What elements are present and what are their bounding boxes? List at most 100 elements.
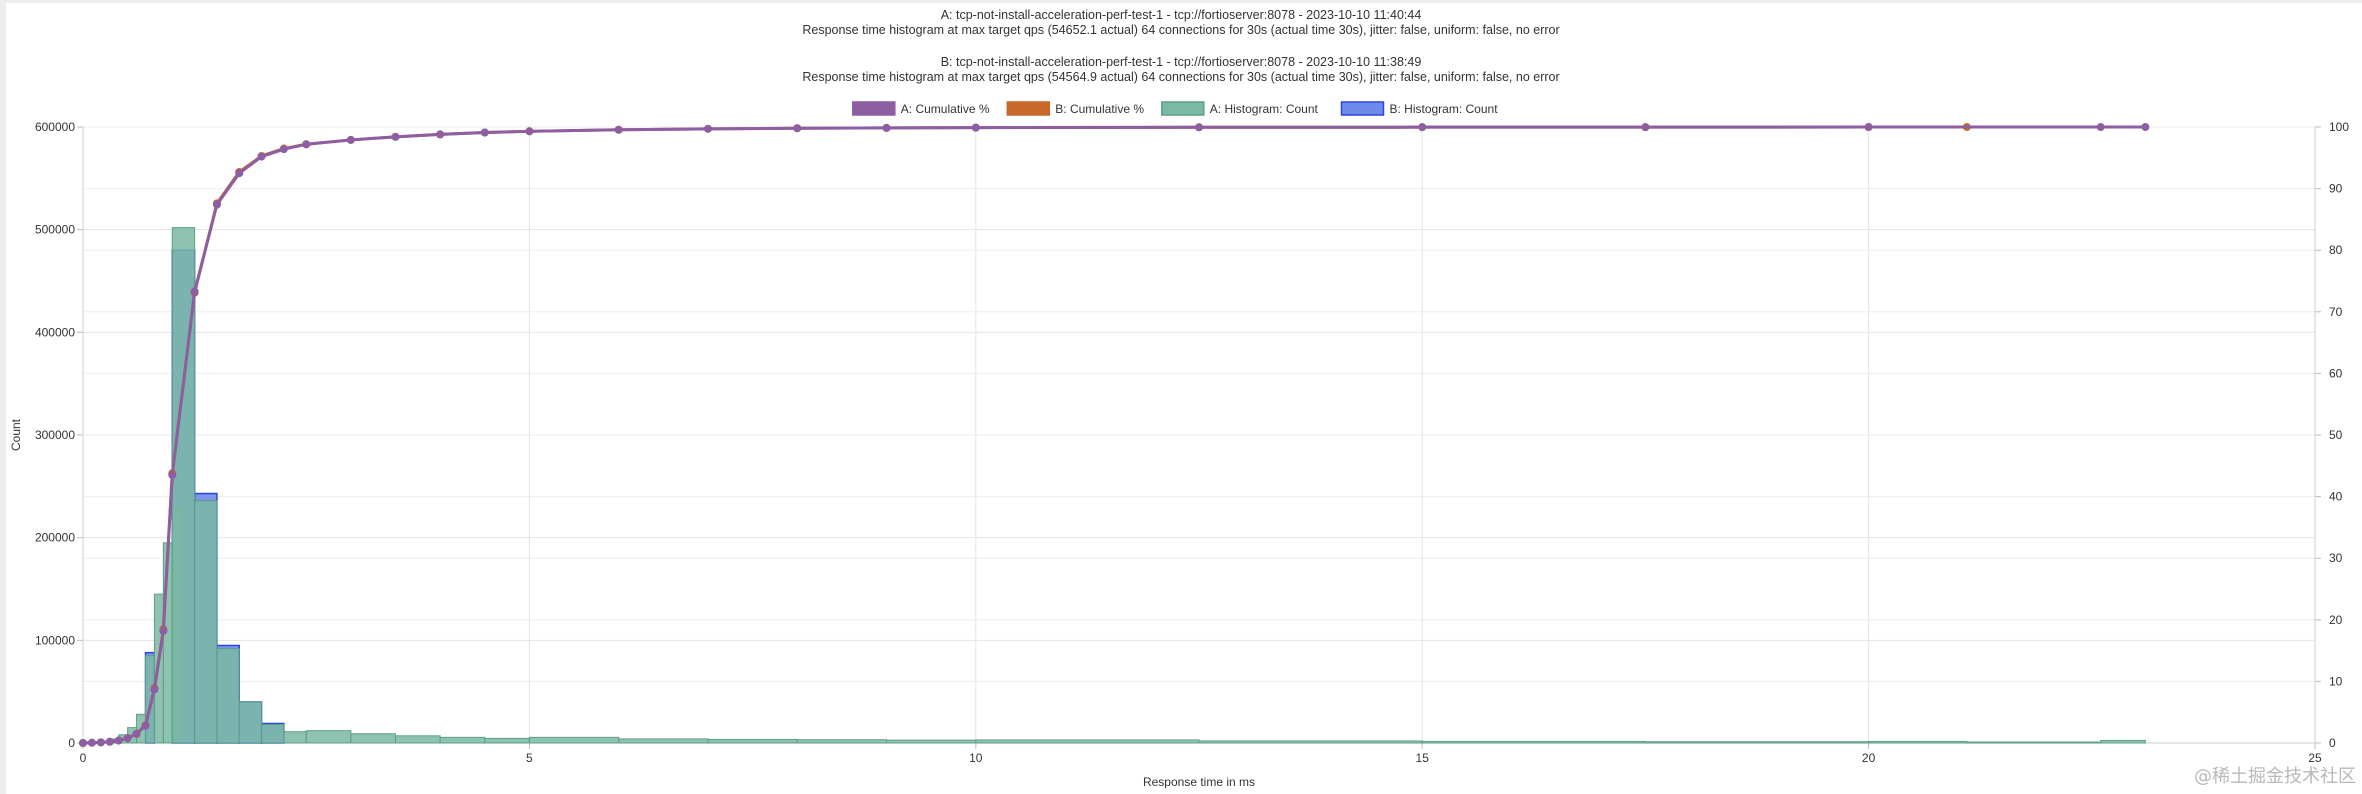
y2-tick-label: 60 <box>2329 366 2343 380</box>
chart-titles: A: tcp-not-install-acceleration-perf-tes… <box>0 8 2362 85</box>
legend-item: B: Cumulative % <box>1006 101 1144 116</box>
legend: A: Cumulative % B: Cumulative % A: Histogr… <box>852 101 1499 116</box>
a-cumulative-point <box>212 200 221 209</box>
a-cumulative-point <box>971 123 980 132</box>
a-cumulative-point <box>279 145 288 154</box>
x-tick-label: 15 <box>1416 751 1430 765</box>
bar-a-histogram <box>1966 741 2102 744</box>
a-cumulative-point <box>1864 123 1873 132</box>
a-cumulative-point <box>235 169 244 178</box>
title-a-line-2: Response time histogram at max target qp… <box>802 23 1560 37</box>
x-axis-label: Response time in ms <box>1143 775 1255 789</box>
a-cumulative-point <box>105 737 114 746</box>
bar-a-histogram <box>350 733 396 744</box>
a-cumulative-point <box>150 685 159 694</box>
bar-a-histogram <box>1198 740 1423 744</box>
a-cumulative-point <box>257 152 266 161</box>
legend-swatch <box>1161 101 1205 116</box>
bar-a-histogram <box>238 701 263 744</box>
a-cumulative-point <box>480 128 489 137</box>
bar-a-histogram <box>1644 741 1870 744</box>
a-cumulative-point <box>132 729 141 738</box>
a-cumulative-point <box>391 132 400 141</box>
legend-label: A: Histogram: Count <box>1210 102 1319 116</box>
a-cumulative-point <box>168 471 177 480</box>
legend-item: A: Cumulative % <box>852 101 990 116</box>
bar-a-histogram <box>216 648 240 744</box>
bar-a-histogram <box>618 738 709 744</box>
title-a-line-1: A: tcp-not-install-acceleration-perf-tes… <box>940 8 1422 22</box>
bar-a-histogram <box>975 739 1200 744</box>
y2-tick-label: 0 <box>2329 736 2336 750</box>
a-cumulative-point <box>79 739 87 747</box>
bar-a-histogram <box>886 739 977 744</box>
title-b-line-1: B: tcp-not-install-acceleration-perf-tes… <box>940 55 1422 69</box>
bar-a-histogram <box>194 500 218 744</box>
a-cumulative-point <box>141 721 150 730</box>
bar-a-histogram <box>171 227 196 744</box>
y2-tick-label: 80 <box>2329 243 2343 257</box>
y-tick-label: 500000 <box>35 223 75 237</box>
y-tick-label: 0 <box>68 736 75 750</box>
y-tick-label: 100000 <box>35 633 75 647</box>
bar-a-histogram <box>305 730 352 744</box>
y2-tick-label: 100 <box>2329 120 2349 134</box>
x-tick-label: 0 <box>80 751 87 765</box>
legend-label: B: Histogram: Count <box>1390 102 1499 116</box>
y-tick-label: 300000 <box>35 428 75 442</box>
bar-a-histogram <box>484 737 530 744</box>
legend-label: A: Cumulative % <box>901 102 990 116</box>
bar-a-histogram <box>261 724 285 744</box>
a-cumulative-point <box>1195 123 1203 132</box>
a-cumulative-point <box>436 130 445 139</box>
bar-a-histogram <box>528 736 620 744</box>
a-cumulative-point <box>123 734 132 743</box>
a-cumulative-point <box>114 736 123 745</box>
bar-a-histogram <box>1421 740 1646 744</box>
y-axis-label: Count <box>9 418 23 451</box>
x-tick-label: 5 <box>526 751 533 765</box>
y-tick-label: 400000 <box>35 325 75 339</box>
y2-tick-label: 50 <box>2329 428 2343 442</box>
y2-tick-label: 90 <box>2329 182 2343 196</box>
watermark: @稀土掘金技术社区 <box>2194 766 2356 787</box>
x-tick-label: 20 <box>1862 751 1876 765</box>
title-b-line-2: Response time histogram at max target qp… <box>802 70 1560 84</box>
a-cumulative-point <box>2141 123 2150 131</box>
a-cumulative-point <box>525 127 534 136</box>
bar-a-histogram <box>707 738 798 744</box>
bar-a-histogram <box>2100 739 2146 744</box>
y-tick-label: 200000 <box>35 531 75 545</box>
y2-tick-label: 20 <box>2329 613 2343 627</box>
a-cumulative-point <box>159 626 168 635</box>
a-cumulative-point <box>882 123 891 132</box>
bar-a-histogram <box>796 739 888 744</box>
a-cumulative-point <box>302 140 311 149</box>
a-cumulative-point <box>614 125 623 134</box>
legend-swatch <box>852 101 896 116</box>
legend-swatch <box>1006 101 1051 116</box>
y2-tick-label: 70 <box>2329 305 2343 319</box>
a-cumulative-point <box>87 738 96 747</box>
a-cumulative-point <box>793 124 802 133</box>
a-cumulative-point <box>346 135 355 144</box>
y-tick-label: 600000 <box>35 120 75 134</box>
bar-a-histogram <box>439 736 486 744</box>
legend-swatch <box>1340 101 1385 116</box>
bar-a-histogram <box>1868 740 1968 744</box>
x-tick-label: 10 <box>969 751 983 765</box>
x-tick-label: 25 <box>2308 751 2322 765</box>
a-cumulative-point <box>2096 123 2105 132</box>
y2-tick-label: 40 <box>2329 490 2343 504</box>
legend-item: B: Histogram: Count <box>1340 101 1499 116</box>
y2-tick-label: 10 <box>2329 674 2343 688</box>
legend-item: A: Histogram: Count <box>1161 101 1319 116</box>
a-cumulative-point <box>703 124 712 133</box>
a-cumulative-point <box>190 287 199 296</box>
legend-label: B: Cumulative % <box>1055 102 1144 116</box>
a-cumulative-point <box>96 738 105 747</box>
a-cumulative-point <box>1641 123 1650 132</box>
bar-a-histogram <box>394 735 441 744</box>
